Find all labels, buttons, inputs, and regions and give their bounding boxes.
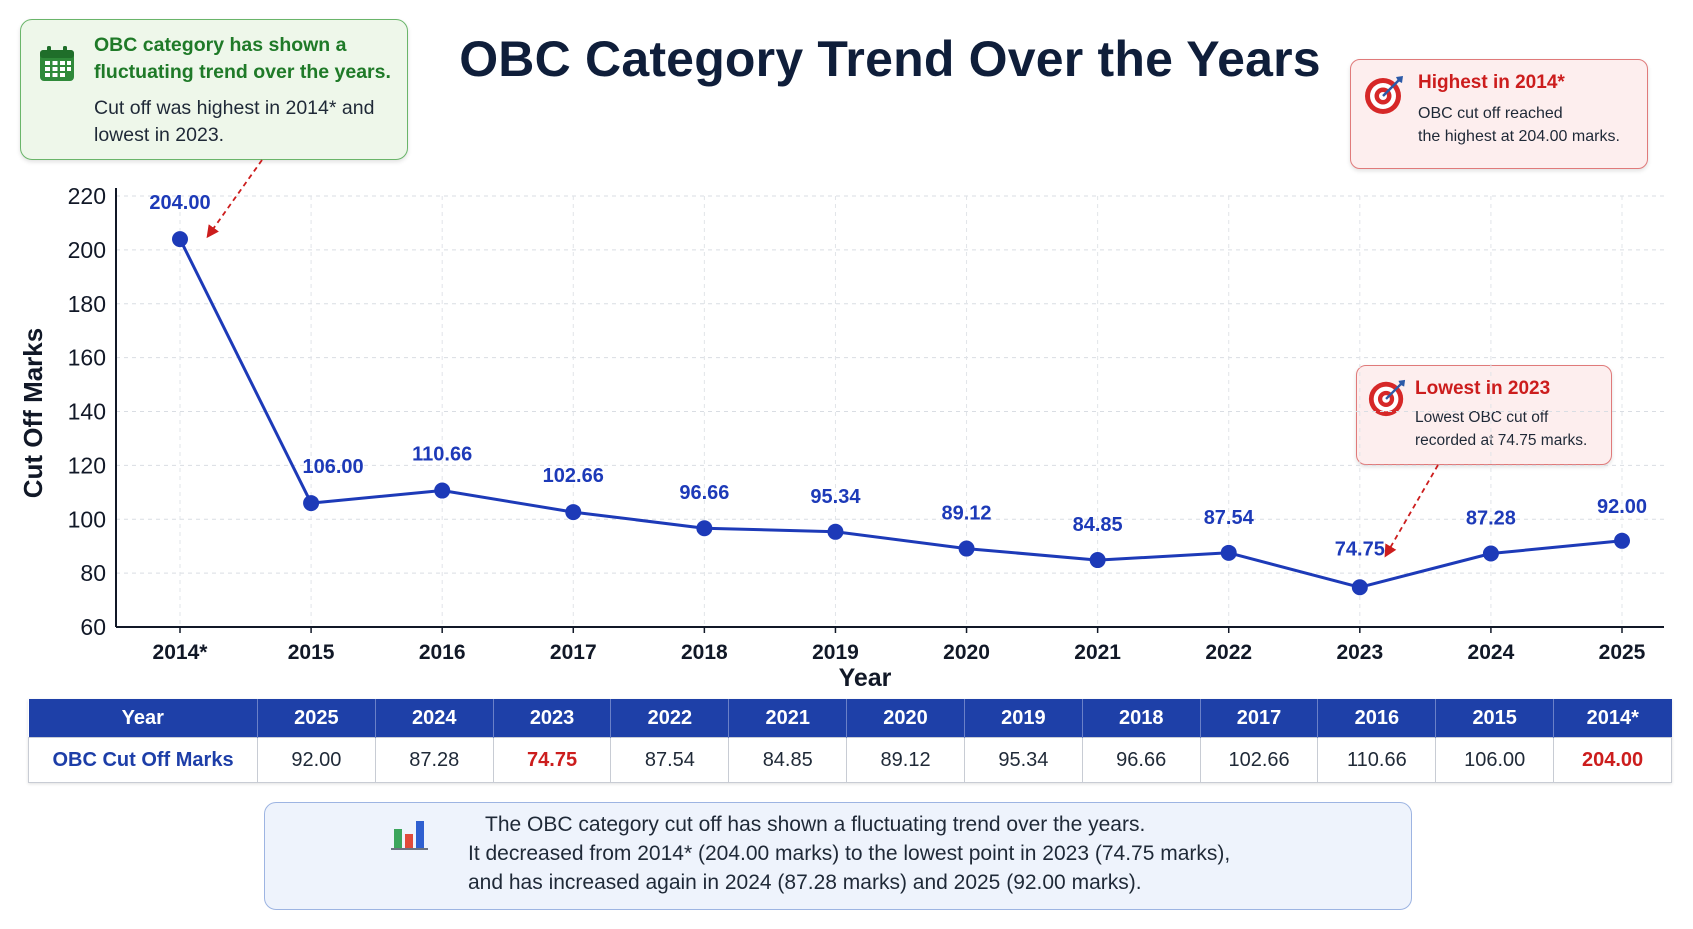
trend-callout-body: Cut off was highest in 2014* and lowest … [94,97,375,146]
calendar-icon [37,44,77,89]
data-point [303,495,320,512]
target-icon [1363,74,1405,121]
x-tick-label: 2018 [681,641,728,664]
lowest-callout: Lowest in 2023 Lowest OBC cut off record… [1356,365,1612,465]
data-point [1351,579,1368,596]
table-cell-value: 204.00 [1553,737,1672,783]
y-tick-label: 80 [80,560,106,586]
data-label: 95.34 [810,486,861,508]
highest-callout: Highest in 2014* OBC cut off reached the… [1350,59,1648,169]
data-point [565,504,582,521]
table-header-year: 2022 [610,699,730,738]
table-header-year: 2020 [846,699,965,738]
highest-callout-body: OBC cut off reached the highest at 204.0… [1418,105,1620,145]
table-header-year: 2021 [728,699,848,738]
lowest-callout-body: Lowest OBC cut off recorded at 74.75 mar… [1415,409,1588,449]
data-point [434,482,451,499]
table-cell-value: 74.75 [492,737,612,783]
y-tick-label: 200 [68,237,106,263]
lowest-arrow [1384,464,1439,558]
table-header-year: 2018 [1082,699,1201,738]
data-label: 106.00 [303,456,364,478]
table-header-year: 2015 [1435,699,1555,738]
x-tick-label: 2021 [1074,641,1121,664]
table-header-year: 2014* [1553,699,1672,738]
data-point [827,523,844,540]
data-point [1614,532,1630,549]
x-tick-label: 2019 [812,641,859,664]
table-header-row: Year 2025 2024 2023 2022 2021 2020 2019 2018 201… [28,699,1672,738]
page-title: OBC Category Trend Over the Years [459,31,1321,87]
x-tick-label: 2016 [419,641,466,664]
data-point [172,231,188,248]
y-axis-label: Cut Off Marks [18,328,48,498]
x-tick-label: 2022 [1205,641,1252,664]
table-header-year: 2023 [493,699,612,738]
cutoff-table: Year 2025 2024 2023 2022 2021 2020 2019 2018 201… [28,699,1672,783]
data-point [958,540,975,557]
x-tick-label: 2020 [943,641,990,664]
data-label: 110.66 [412,444,472,466]
table-cell-value: 87.54 [610,737,730,783]
y-tick-label: 160 [68,345,106,371]
summary-line-2: It decreased from 2014* (204.00 marks) t… [468,842,1231,865]
table-row: OBC Cut Off Marks 92.00 87.28 74.75 87.54 84… [28,737,1672,783]
data-label: 89.12 [942,503,992,525]
target-icon [1367,378,1407,423]
x-axis-label: Year [839,664,892,692]
data-label: 92.00 [1597,496,1647,518]
table-cell-value: 110.66 [1317,737,1437,783]
x-tick-label: 2014* [153,641,209,664]
data-point [1220,544,1237,561]
data-label: 204.00 [149,192,210,214]
data-label: 84.85 [1073,514,1123,536]
y-tick-label: 120 [68,452,106,478]
x-tick-label: 2024 [1468,641,1515,664]
table-cell-value: 84.85 [728,737,848,783]
summary-line-1: The OBC category cut off has shown a flu… [485,813,1146,836]
data-label: 74.75 [1335,538,1385,560]
data-point [1482,545,1499,562]
table-cell-value: 95.34 [963,737,1083,783]
table-cell-value: 96.66 [1081,737,1201,783]
x-tick-label: 2025 [1599,641,1646,664]
trend-callout-heading: OBC category has shown a fluctuating tre… [94,34,391,83]
data-label: 87.54 [1204,507,1255,529]
table-cell-value: 92.00 [257,737,376,783]
line-chart: 60 80 100 120 140 160 180 200 220 2014* 2015 2016 20… [18,159,1664,692]
summary-line-3: and has increased again in 2024 (87.28 m… [468,871,1142,894]
y-tick-label: 100 [68,506,106,532]
table-header-year: 2016 [1317,699,1437,738]
table-header-year: 2025 [257,699,376,738]
table-cell-value: 106.00 [1435,737,1555,783]
highest-arrow [206,159,263,239]
highest-callout-heading: Highest in 2014* [1418,72,1565,93]
y-tick-label: 60 [80,614,106,640]
bar-chart-icon [391,815,429,856]
data-label: 102.66 [543,465,604,487]
x-tick-label: 2023 [1336,641,1383,664]
y-tick-label: 180 [68,291,106,317]
table-cell-value: 87.28 [374,737,494,783]
x-tick-label: 2015 [288,641,335,664]
series-line [178,238,1623,589]
table-header-year: 2019 [964,699,1083,738]
x-tick-label: 2017 [550,641,597,664]
table-row-label: OBC Cut Off Marks [28,737,258,783]
data-point [696,520,713,537]
table-cell-value: 102.66 [1199,737,1319,783]
data-point [1089,552,1106,569]
data-label: 96.66 [679,482,729,504]
y-tick-label: 140 [68,399,106,425]
data-label: 87.28 [1466,508,1516,530]
summary-box: The OBC category cut off has shown a flu… [264,802,1412,910]
table-header-year: 2017 [1200,699,1319,738]
table-header-label: Year [28,699,258,738]
table-cell-value: 89.12 [846,737,965,783]
y-tick-label: 220 [68,183,106,209]
lowest-callout-heading: Lowest in 2023 [1415,378,1551,399]
trend-callout: OBC category has shown a fluctuating tre… [20,19,408,160]
table-header-year: 2024 [375,699,494,738]
